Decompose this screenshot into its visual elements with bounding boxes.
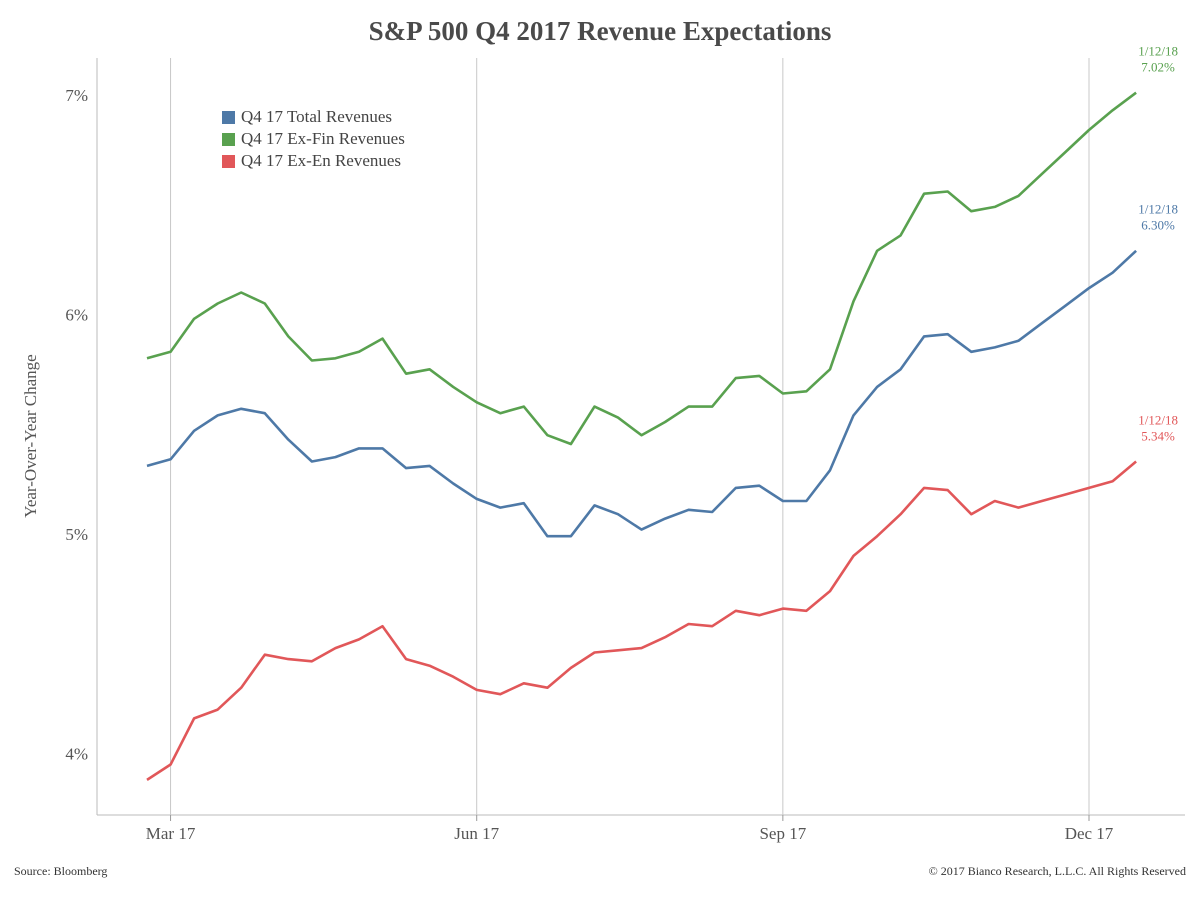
- y-tick-label: 7%: [65, 86, 88, 105]
- source: Source: Bloomberg: [14, 864, 107, 878]
- copyright: © 2017 Bianco Research, L.L.C. All Right…: [929, 864, 1186, 878]
- y-tick-label: 6%: [65, 306, 88, 325]
- x-tick-label: Sep 17: [759, 824, 806, 843]
- x-tick-label: Mar 17: [146, 824, 196, 843]
- legend-label: Q4 17 Total Revenues: [241, 107, 392, 126]
- x-tick-label: Dec 17: [1065, 824, 1114, 843]
- legend-swatch: [222, 133, 235, 146]
- line: [146, 91, 1137, 446]
- x-tick-label: Jun 17: [454, 824, 499, 843]
- legend-swatch: [222, 155, 235, 168]
- value-label: 7.02%: [1141, 60, 1175, 75]
- annotation-date: 1/12/18: [1138, 202, 1178, 217]
- legend-label: Q4 17 Ex-En Revenues: [241, 151, 401, 170]
- y-axis-label: Year-Over-Year Change: [21, 354, 40, 517]
- line: [146, 460, 1137, 781]
- y-tick-label: 5%: [65, 525, 88, 544]
- value-label: 6.30%: [1141, 218, 1175, 233]
- y-tick-label: 4%: [65, 745, 88, 764]
- chart-title: S&P 500 Q4 2017 Revenue Expectations: [369, 16, 832, 46]
- annotation-date: 1/12/18: [1138, 413, 1178, 428]
- value-label: 5.34%: [1141, 429, 1175, 444]
- legend-swatch: [222, 111, 235, 124]
- annotation-date: 1/12/18: [1138, 44, 1178, 59]
- legend-label: Q4 17 Ex-Fin Revenues: [241, 129, 405, 148]
- line: [146, 249, 1137, 538]
